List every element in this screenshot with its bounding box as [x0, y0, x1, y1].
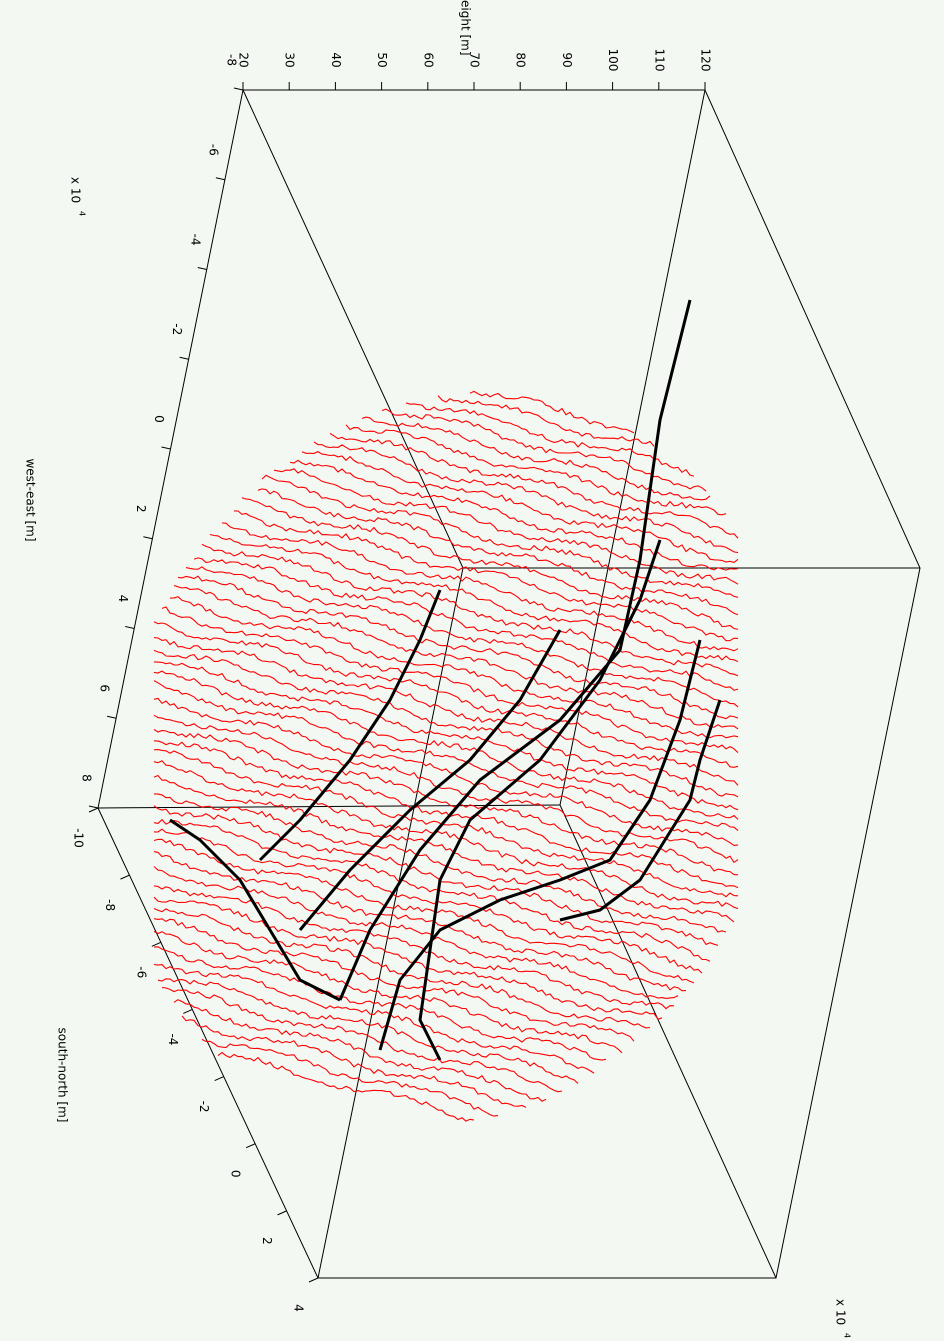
x-tick-label: -6 — [206, 144, 220, 156]
y-tick-label: -6 — [134, 966, 148, 978]
z-tick-label: 70 — [468, 52, 482, 67]
y-tick-label: -10 — [72, 828, 86, 848]
y-tick-label: 4 — [292, 1304, 306, 1312]
z-axis-label: height [m] — [459, 0, 473, 56]
chart: height [m] west-east [m] south-north [m]… — [0, 0, 944, 1341]
z-tick-label: 30 — [283, 52, 297, 67]
multiplier-exponent: 4 — [78, 211, 87, 216]
z-tick-label: 40 — [329, 52, 343, 67]
x-tick-label: 0 — [152, 415, 166, 423]
z-tick-label: 50 — [375, 52, 389, 67]
y-tick-label: -4 — [166, 1033, 180, 1045]
x-tick-label: -2 — [170, 323, 184, 335]
x-tick-label: -8 — [225, 54, 239, 66]
x-tick-label: 2 — [134, 505, 148, 513]
y-tick-label: 0 — [229, 1170, 243, 1178]
multiplier-base: x 10 — [69, 177, 83, 203]
z-tick-label: 60 — [421, 52, 435, 67]
z-tick-label: 80 — [514, 52, 528, 67]
y-tick-label: -2 — [197, 1101, 211, 1113]
x-axis-label: west-east [m] — [24, 458, 38, 541]
y-tick-label: -8 — [103, 899, 117, 911]
x-tick-label: 8 — [80, 774, 94, 782]
background — [0, 0, 944, 1341]
z-tick-label: 100 — [606, 49, 620, 72]
z-tick-label: 120 — [699, 49, 713, 72]
y-axis-label: south-north [m] — [56, 1028, 70, 1123]
x-tick-label: 4 — [116, 595, 130, 603]
page: height [m] west-east [m] south-north [m]… — [0, 0, 944, 1341]
y-tick-label: 2 — [260, 1237, 274, 1245]
multiplier-base: x 10 — [834, 1299, 848, 1325]
multiplier-exponent: 4 — [843, 1333, 852, 1338]
z-tick-label: 90 — [560, 52, 574, 67]
x-tick-label: -4 — [188, 234, 202, 246]
z-tick-label: 110 — [652, 49, 666, 72]
x-tick-label: 6 — [98, 684, 112, 692]
